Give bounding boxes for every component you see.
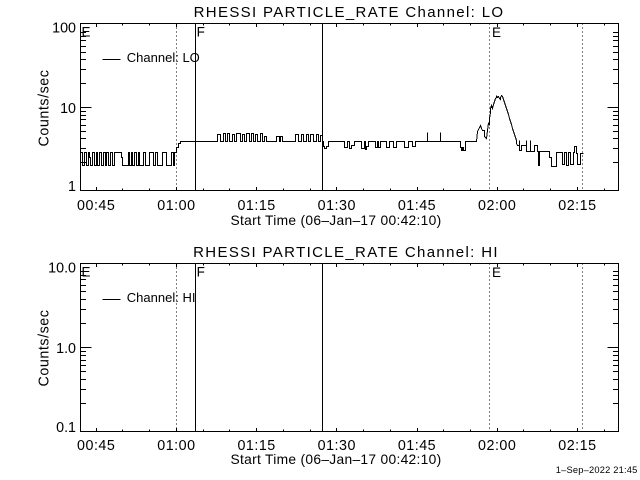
svg-text:100: 100	[52, 21, 76, 37]
svg-text:E: E	[492, 25, 501, 40]
svg-text:02:15: 02:15	[558, 198, 596, 214]
svg-text:01:45: 01:45	[398, 438, 436, 454]
svg-text:RHESSI PARTICLE_RATE Channel:: RHESSI PARTICLE_RATE Channel: HI	[193, 244, 499, 261]
svg-text:10: 10	[60, 101, 76, 117]
svg-text:E: E	[82, 265, 91, 280]
svg-text:1–Sep–2022 21:45: 1–Sep–2022 21:45	[556, 465, 638, 475]
svg-text:10.0: 10.0	[48, 261, 76, 277]
svg-text:Start Time (06–Jan–17 00:42:10: Start Time (06–Jan–17 00:42:10)	[230, 452, 441, 467]
svg-text:01:15: 01:15	[237, 438, 275, 454]
svg-text:0.1: 0.1	[56, 420, 76, 436]
svg-text:F: F	[197, 265, 205, 280]
svg-text:01:00: 01:00	[157, 438, 195, 454]
svg-text:01:15: 01:15	[237, 198, 275, 214]
svg-text:1.0: 1.0	[56, 341, 76, 357]
svg-text:00:45: 00:45	[77, 438, 115, 454]
svg-text:01:00: 01:00	[157, 198, 195, 214]
svg-text:01:30: 01:30	[318, 438, 356, 454]
svg-text:E: E	[82, 25, 91, 40]
svg-text:Channel: HI: Channel: HI	[127, 290, 196, 305]
svg-text:02:00: 02:00	[478, 198, 516, 214]
svg-text:01:45: 01:45	[398, 198, 436, 214]
svg-text:E: E	[492, 265, 501, 280]
svg-text:F: F	[197, 25, 205, 40]
svg-text:00:45: 00:45	[77, 198, 115, 214]
svg-text:Counts/sec: Counts/sec	[37, 309, 53, 386]
svg-text:Start Time (06–Jan–17 00:42:10: Start Time (06–Jan–17 00:42:10)	[230, 213, 441, 228]
svg-text:02:15: 02:15	[558, 438, 596, 454]
svg-text:Channel: LO: Channel: LO	[127, 50, 200, 65]
svg-text:RHESSI PARTICLE_RATE Channel:: RHESSI PARTICLE_RATE Channel: LO	[194, 4, 505, 21]
svg-text:02:00: 02:00	[478, 438, 516, 454]
svg-text:01:30: 01:30	[318, 198, 356, 214]
svg-text:1: 1	[68, 179, 76, 195]
svg-text:Counts/sec: Counts/sec	[37, 69, 53, 146]
